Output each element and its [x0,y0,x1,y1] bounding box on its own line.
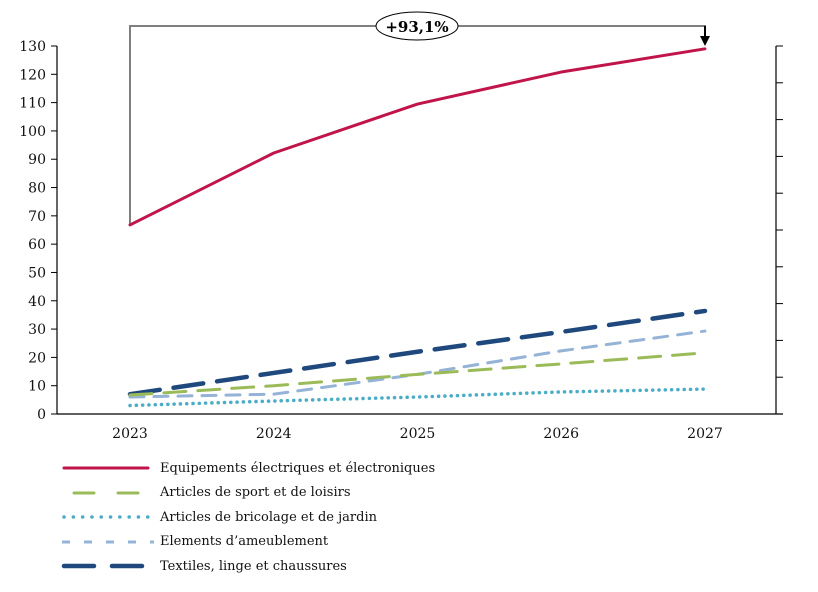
growth-annotation: +93,1% [129,11,710,225]
y-axis-ticks: 0 10 20 30 40 50 60 70 80 90 100 110 120 130 [19,39,57,423]
legend-swatch [62,466,150,470]
legend-swatch [62,515,150,519]
y-tick-label: 40 [28,294,46,310]
legend-label: Equipements électriques et électroniques [160,460,436,476]
legend-label: Textiles, linge et chaussures [160,558,347,574]
annotation-label: +93,1% [385,18,448,36]
annotation-bracket [129,25,706,225]
y-tick-label: 120 [19,67,46,83]
x-tick-label: 2026 [543,426,579,442]
x-tick-label: 2025 [400,426,436,442]
x-tick-label: 2024 [256,426,292,442]
series-line-0 [128,47,707,227]
arrow-down-icon [700,36,710,46]
legend-swatch [62,540,154,544]
legend-label: Articles de sport et de loisirs [160,485,351,501]
series-line-3 [128,329,707,399]
legend-item: Articles de bricolage et de jardin [58,505,435,530]
y-tick-label: 30 [28,322,46,338]
y-tick-label: 100 [19,124,46,140]
annotation-ellipse [375,11,459,41]
series-lines [127,47,708,408]
y-tick-label: 20 [28,350,46,366]
legend: Equipements électriques et électroniques… [58,456,435,579]
legend-item: Articles de sport et de loisirs [58,481,435,506]
legend-item: Equipements électriques et électroniques [58,456,435,481]
x-tick-label: 2023 [112,426,148,442]
y-tick-label: 130 [19,39,46,55]
legend-swatch [72,491,146,495]
x-tick-label: 2027 [687,426,723,442]
line-chart: 0 10 20 30 40 50 60 70 80 90 100 110 120 130 2023 2024… [19,11,783,442]
y-tick-label: 80 [28,181,46,197]
axes [56,46,783,415]
y-tick-label: 110 [19,96,46,112]
legend-item: Elements d’ameublement [58,530,435,555]
y-tick-label: 0 [37,407,46,423]
y-tick-label: 90 [28,152,46,168]
y-tick-label: 70 [28,209,46,225]
legend-item: Textiles, linge et chaussures [58,554,435,579]
series-line-2 [128,387,707,408]
right-axis-ticks [776,45,783,415]
legend-swatch [61,564,151,569]
y-tick-label: 60 [28,237,46,253]
legend-label: Articles de bricolage et de jardin [160,509,377,525]
y-tick-label: 50 [28,265,46,281]
legend-label: Elements d’ameublement [160,534,329,550]
x-axis-ticks: 2023 2024 2025 2026 2027 [112,426,723,442]
y-tick-label: 10 [28,379,46,395]
series-line-1 [128,351,707,397]
series-line-4 [127,308,708,397]
